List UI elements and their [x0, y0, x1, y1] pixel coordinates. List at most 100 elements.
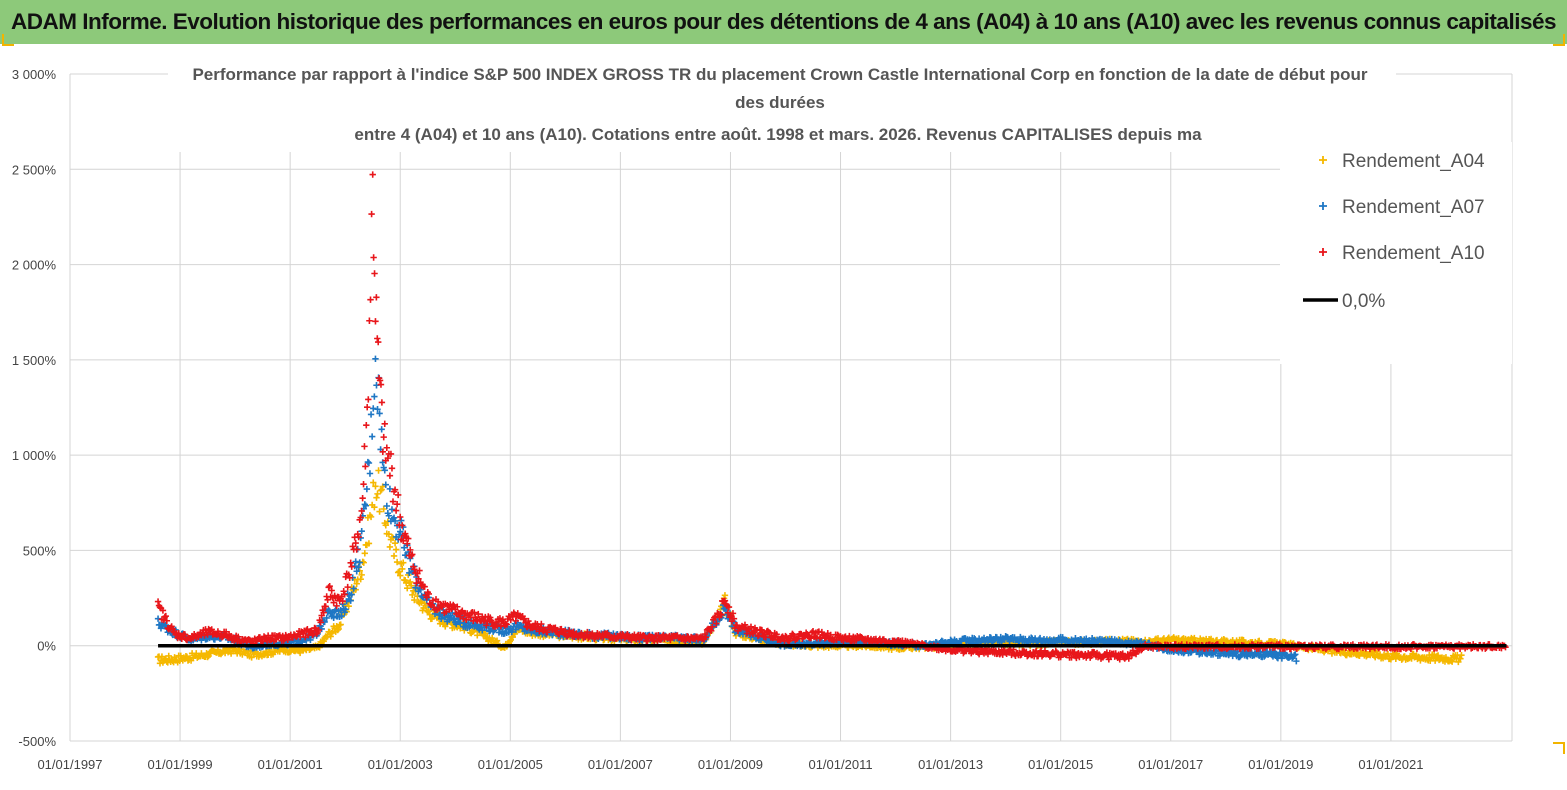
- data-point: [1125, 637, 1132, 645]
- data-point: [741, 621, 749, 629]
- data-point: [454, 603, 461, 610]
- chart-title-line-2: des durées: [735, 93, 825, 112]
- data-point: [483, 622, 490, 629]
- data-point: [386, 472, 394, 479]
- data-point: [392, 507, 400, 514]
- chart-title: Performance par rapport à l'indice S&P 5…: [192, 65, 1367, 112]
- data-point: [702, 633, 710, 641]
- data-point: [383, 444, 391, 451]
- data-point: [369, 171, 376, 178]
- data-point: [1458, 652, 1465, 659]
- data-point: [400, 559, 407, 566]
- data-point: [747, 623, 755, 630]
- data-point: [482, 630, 489, 637]
- data-point: [380, 433, 387, 441]
- data-point: [315, 626, 322, 634]
- x-tick-label: 01/01/1999: [148, 757, 213, 772]
- data-point: [375, 467, 382, 474]
- data-point: [348, 591, 355, 598]
- data-point: [460, 615, 467, 622]
- data-point: [358, 571, 365, 579]
- data-point: [730, 615, 738, 622]
- data-point: [363, 422, 370, 429]
- data-point: [407, 546, 414, 554]
- data-point: [348, 563, 355, 570]
- data-point: [380, 505, 387, 513]
- data-point: [450, 615, 457, 622]
- data-point: [355, 564, 362, 571]
- legend-box: [1280, 142, 1512, 364]
- data-point: [327, 633, 334, 640]
- y-axis-ticks: -500% 0% 500% 1 000% 1 500% 2 000% 2 500% 3 000…: [12, 67, 57, 749]
- data-point: [342, 606, 349, 613]
- y-tick-label: -500%: [18, 734, 56, 749]
- data-point: [782, 632, 789, 640]
- data-point: [538, 620, 545, 628]
- data-point: [415, 575, 422, 583]
- data-point: [397, 513, 404, 521]
- data-point: [347, 597, 354, 604]
- data-point: [1278, 655, 1286, 662]
- data-point: [1291, 651, 1298, 659]
- data-point: [365, 396, 372, 403]
- data-point: [361, 550, 368, 557]
- data-point: [165, 652, 172, 660]
- legend-label: Rendement_A04: [1342, 151, 1485, 172]
- data-point: [328, 587, 335, 594]
- x-tick-label: 01/01/2019: [1248, 757, 1313, 772]
- y-tick-label: 1 500%: [12, 353, 57, 368]
- data-point: [789, 630, 796, 638]
- data-point: [374, 335, 381, 342]
- data-point: [374, 490, 381, 498]
- data-point: [387, 450, 395, 458]
- data-point: [1328, 650, 1336, 657]
- x-tick-label: 01/01/2003: [368, 757, 433, 772]
- data-point: [409, 551, 416, 558]
- data-point: [350, 585, 357, 592]
- data-point: [388, 465, 396, 472]
- data-point: [175, 630, 182, 637]
- data-point: [372, 483, 379, 490]
- chart-subtitle: entre 4 (A04) et 10 ans (A10). Cotations…: [354, 125, 1202, 144]
- data-point: [549, 632, 556, 639]
- data-point: [347, 559, 354, 567]
- data-point: [358, 528, 365, 535]
- data-point: [701, 630, 709, 638]
- data-point: [434, 598, 442, 605]
- x-tick-label: 01/01/2009: [698, 757, 763, 772]
- legend-label: 0,0%: [1342, 291, 1385, 312]
- chart-title-line-1: Performance par rapport à l'indice S&P 5…: [192, 65, 1367, 84]
- data-point: [394, 491, 402, 499]
- data-point: [411, 566, 418, 573]
- banner: ADAM Informe. Evolution historique des p…: [0, 0, 1567, 44]
- data-point: [353, 546, 360, 553]
- data-point: [1260, 653, 1268, 660]
- data-point: [207, 627, 214, 634]
- data-point: [355, 533, 362, 541]
- data-point: [404, 540, 411, 547]
- data-point: [353, 568, 360, 575]
- data-point: [374, 406, 381, 413]
- data-point: [429, 597, 437, 604]
- data-point: [377, 381, 385, 388]
- data-point: [755, 631, 763, 639]
- data-point: [397, 572, 404, 579]
- data-point: [584, 628, 591, 636]
- data-point: [386, 543, 394, 551]
- data-point: [370, 254, 377, 261]
- data-point: [391, 486, 399, 493]
- data-point: [463, 616, 470, 624]
- data-point: [423, 594, 430, 601]
- data-point: [389, 498, 397, 505]
- data-point: [379, 448, 386, 456]
- data-point: [333, 602, 340, 610]
- data-point: [790, 631, 797, 639]
- data-point: [438, 603, 446, 611]
- data-point: [159, 607, 167, 614]
- legend-label: Rendement_A10: [1342, 243, 1485, 264]
- data-point: [324, 596, 331, 604]
- data-point: [377, 487, 384, 494]
- data-point: [1292, 651, 1299, 658]
- data-point: [368, 210, 375, 218]
- legend-marker: [1319, 202, 1327, 210]
